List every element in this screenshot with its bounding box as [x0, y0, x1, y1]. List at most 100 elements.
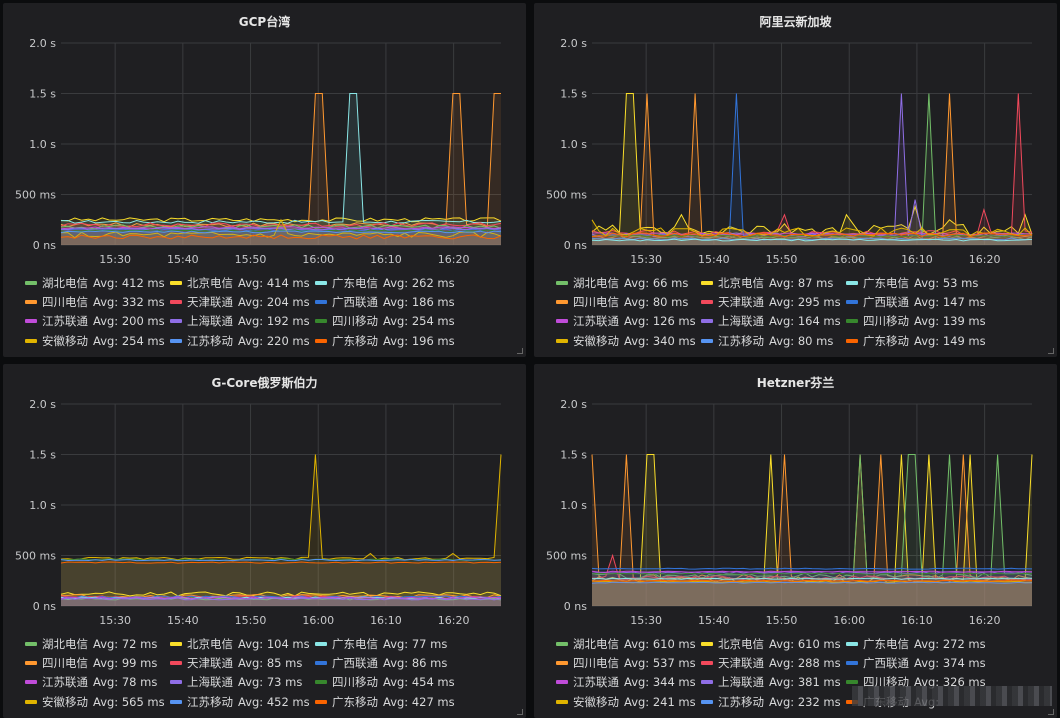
plot-area[interactable]: 0 ns 500 ms 1.0 s 1.5 s 2.0 s 15:30 15:40 15:50… — [534, 3, 1057, 268]
legend-series-name: 安徽移动 — [42, 333, 88, 348]
legend-swatch — [170, 699, 182, 704]
x-tick-label: 15:50 — [766, 614, 798, 627]
chart-panel-3: G-Core俄罗斯伯力 0 ns 500 ms 1.0 s 1.5 s 2.0 s 15:3… — [3, 364, 526, 718]
legend-swatch — [170, 299, 182, 304]
legend-avg-value: Avg: 139 ms — [914, 314, 986, 329]
legend-avg-value: Avg: 537 ms — [624, 655, 696, 670]
resize-handle[interactable] — [1048, 348, 1054, 354]
series-area-北京电信 — [592, 454, 1032, 606]
legend-item[interactable]: 北京电信 Avg: 104 ms — [170, 636, 315, 652]
legend-item[interactable]: 广西联通 Avg: 186 ms — [315, 294, 460, 310]
legend-item[interactable]: 湖北电信 Avg: 72 ms — [25, 636, 170, 652]
legend-item[interactable]: 江苏移动 Avg: 220 ms — [170, 333, 315, 349]
series-line-广东移动 — [60, 561, 502, 564]
legend-item[interactable]: 安徽移动 Avg: 241 ms — [556, 694, 701, 710]
resize-handle[interactable] — [517, 709, 523, 715]
legend-series-name: 四川电信 — [573, 294, 619, 309]
legend-item[interactable]: 四川电信 Avg: 537 ms — [556, 655, 701, 671]
legend-item[interactable]: 广东电信 Avg: 77 ms — [315, 636, 460, 652]
legend-item[interactable]: 北京电信 Avg: 414 ms — [170, 275, 315, 291]
legend-series-name: 广西联通 — [332, 655, 378, 670]
legend-item[interactable]: 四川电信 Avg: 80 ms — [556, 294, 701, 310]
plot-area[interactable]: 0 ns 500 ms 1.0 s 1.5 s 2.0 s 15:30 15:40 15:50… — [3, 364, 526, 629]
series-area-湖北电信 — [592, 93, 1032, 245]
legend-item[interactable]: 北京电信 Avg: 87 ms — [701, 275, 846, 291]
legend-item[interactable]: 广西联通 Avg: 374 ms — [846, 655, 991, 671]
x-tick-label: 15:30 — [630, 253, 662, 266]
plot-area[interactable]: 0 ns 500 ms 1.0 s 1.5 s 2.0 s 15:30 15:40 15:50… — [3, 3, 526, 268]
series-line-江苏联通 — [591, 570, 1033, 573]
legend-item[interactable]: 天津联通 Avg: 295 ms — [701, 294, 846, 310]
series-line-天津联通 — [592, 553, 1033, 581]
legend-item[interactable]: 上海联通 Avg: 381 ms — [701, 674, 846, 690]
legend-item[interactable]: 广东电信 Avg: 53 ms — [846, 275, 991, 291]
x-tick-label: 16:20 — [438, 253, 470, 266]
legend-item[interactable]: 四川移动 Avg: 326 ms — [846, 674, 991, 690]
legend-swatch — [315, 299, 327, 304]
legend-item[interactable]: 天津联通 Avg: 85 ms — [170, 655, 315, 671]
series-area-广西联通 — [592, 93, 1032, 245]
legend-item[interactable]: 江苏移动 Avg: 452 ms — [170, 694, 315, 710]
legend-swatch — [701, 660, 713, 665]
series-line-广东电信 — [591, 577, 1033, 580]
legend-item[interactable]: 广西联通 Avg: 86 ms — [315, 655, 460, 671]
legend-item[interactable]: 广东电信 Avg: 262 ms — [315, 275, 460, 291]
legend-item[interactable]: 江苏联通 Avg: 344 ms — [556, 674, 701, 690]
x-tick-label: 15:40 — [167, 253, 199, 266]
legend-item[interactable]: 四川移动 Avg: 139 ms — [846, 313, 991, 329]
panel-title[interactable]: G-Core俄罗斯伯力 — [211, 376, 318, 390]
legend-item[interactable]: 湖北电信 Avg: 610 ms — [556, 636, 701, 652]
series-line-四川移动 — [591, 234, 1032, 238]
legend-swatch — [701, 299, 713, 304]
legend-avg-value: Avg: 147 ms — [914, 294, 986, 309]
legend-series-name: 广东电信 — [332, 636, 378, 651]
legend-item[interactable]: 江苏联通 Avg: 78 ms — [25, 674, 170, 690]
series-line-四川电信 — [591, 93, 1033, 240]
legend-item[interactable]: 四川移动 Avg: 254 ms — [315, 313, 460, 329]
legend-avg-value: Avg: 344 ms — [624, 675, 696, 690]
legend-item[interactable]: 四川移动 Avg: 454 ms — [315, 674, 460, 690]
legend-item[interactable]: 安徽移动 Avg: 340 ms — [556, 333, 701, 349]
legend-item[interactable]: 广西联通 Avg: 147 ms — [846, 294, 991, 310]
series-line-四川电信 — [60, 93, 501, 228]
legend-item[interactable]: 广东电信 Avg: 272 ms — [846, 636, 991, 652]
legend-item[interactable]: 天津联通 Avg: 288 ms — [701, 655, 846, 671]
legend-item[interactable]: 上海联通 Avg: 73 ms — [170, 674, 315, 690]
legend-swatch — [701, 699, 713, 704]
legend-avg-value: Avg: 254 ms — [93, 333, 165, 348]
plot-area[interactable]: 0 ns 500 ms 1.0 s 1.5 s 2.0 s 15:30 15:40 15:50… — [534, 364, 1057, 629]
x-tick-label: 16:00 — [302, 253, 334, 266]
legend-swatch — [315, 641, 327, 646]
legend-item[interactable]: 广东移动 Avg: 427 ms — [315, 694, 460, 710]
legend-item[interactable]: 江苏移动 Avg: 232 ms — [701, 694, 846, 710]
legend-item[interactable]: 江苏联通 Avg: 200 ms — [25, 313, 170, 329]
legend-item[interactable]: 安徽移动 Avg: 254 ms — [25, 333, 170, 349]
legend-series-name: 广东移动 — [863, 333, 909, 348]
legend-item[interactable]: 广东移动 Avg: 149 ms — [846, 333, 991, 349]
resize-handle[interactable] — [517, 348, 523, 354]
legend-item[interactable]: 江苏联通 Avg: 126 ms — [556, 313, 701, 329]
legend-swatch — [556, 660, 568, 665]
legend-item[interactable]: 天津联通 Avg: 204 ms — [170, 294, 315, 310]
legend-series-name: 江苏移动 — [187, 694, 233, 709]
legend-series-name: 四川电信 — [42, 655, 88, 670]
panel-title[interactable]: 阿里云新加坡 — [759, 15, 832, 29]
series-line-上海联通 — [60, 227, 502, 231]
resize-handle[interactable] — [1048, 709, 1054, 715]
series-area-安徽移动 — [61, 454, 501, 606]
legend-swatch — [556, 299, 568, 304]
legend-item[interactable]: 安徽移动 Avg: 565 ms — [25, 694, 170, 710]
legend-item[interactable]: 四川电信 Avg: 332 ms — [25, 294, 170, 310]
legend-avg-value: Avg: 565 ms — [93, 694, 165, 709]
panel-title[interactable]: Hetzner芬兰 — [756, 376, 835, 390]
legend-item[interactable]: 广东移动 Avg: 196 ms — [315, 333, 460, 349]
legend-item[interactable]: 上海联通 Avg: 192 ms — [170, 313, 315, 329]
legend-item[interactable]: 江苏移动 Avg: 80 ms — [701, 333, 846, 349]
legend-item[interactable]: 北京电信 Avg: 610 ms — [701, 636, 846, 652]
legend-item[interactable]: 湖北电信 Avg: 412 ms — [25, 275, 170, 291]
series-line-安徽移动 — [591, 580, 1033, 584]
legend-item[interactable]: 上海联通 Avg: 164 ms — [701, 313, 846, 329]
legend-item[interactable]: 湖北电信 Avg: 66 ms — [556, 275, 701, 291]
legend-item[interactable]: 四川电信 Avg: 99 ms — [25, 655, 170, 671]
panel-title[interactable]: GCP台湾 — [238, 15, 291, 29]
